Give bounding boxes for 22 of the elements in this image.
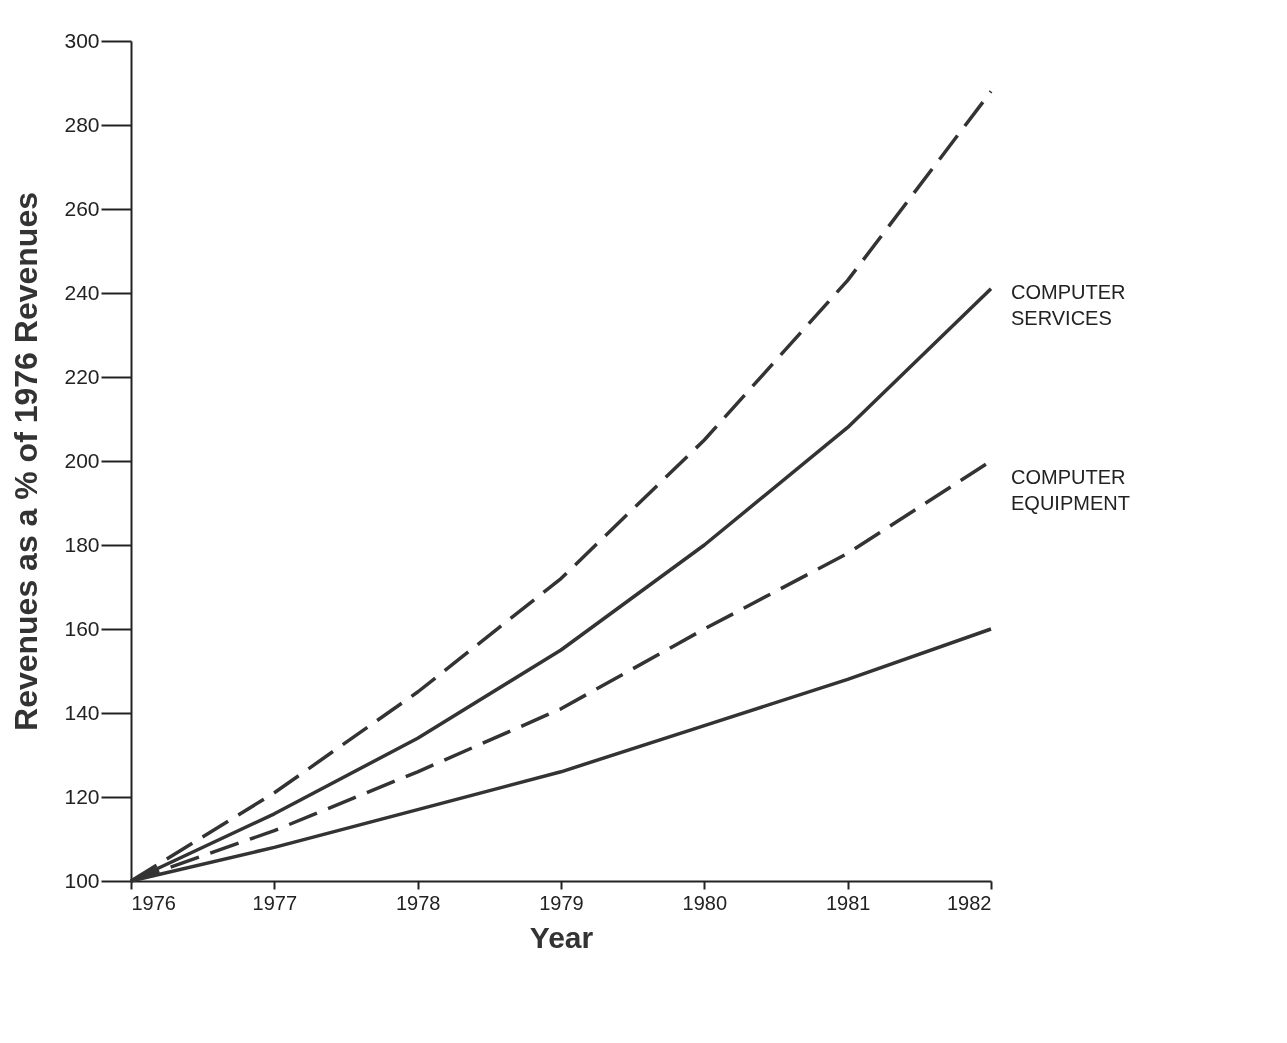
- text: COMPUTER EQUIPMENT: [1011, 465, 1130, 514]
- x-tick-label: 1981: [825, 891, 871, 914]
- x-tick-label: 1979: [539, 891, 584, 914]
- y-tick-label: 100: [64, 868, 100, 892]
- y-axis-title: Revenues as a % of 1976 Revenues: [8, 192, 45, 731]
- x-axis-title: Year: [529, 920, 594, 954]
- y-tick-label: 240: [64, 280, 100, 304]
- y-tick-label: 140: [64, 700, 100, 724]
- y-tick-label: 200: [64, 448, 100, 472]
- text: COMPUTER SERVICES: [1011, 281, 1126, 329]
- y-tick-label: 280: [64, 112, 100, 136]
- x-tick-label: 1978: [395, 891, 441, 914]
- y-tick-label: 300: [64, 28, 100, 52]
- x-tick-label: 1982: [947, 891, 992, 914]
- y-tick-label: 260: [64, 196, 100, 220]
- x-tick-label: 1980: [682, 891, 728, 914]
- y-tick-label: 220: [64, 364, 100, 388]
- y-tick-label: 160: [64, 616, 100, 640]
- x-tick-label: 1977: [252, 891, 298, 914]
- y-tick-label: 180: [64, 532, 100, 556]
- y-tick-label: 120: [64, 784, 100, 808]
- x-tick-label: 1976: [131, 891, 176, 914]
